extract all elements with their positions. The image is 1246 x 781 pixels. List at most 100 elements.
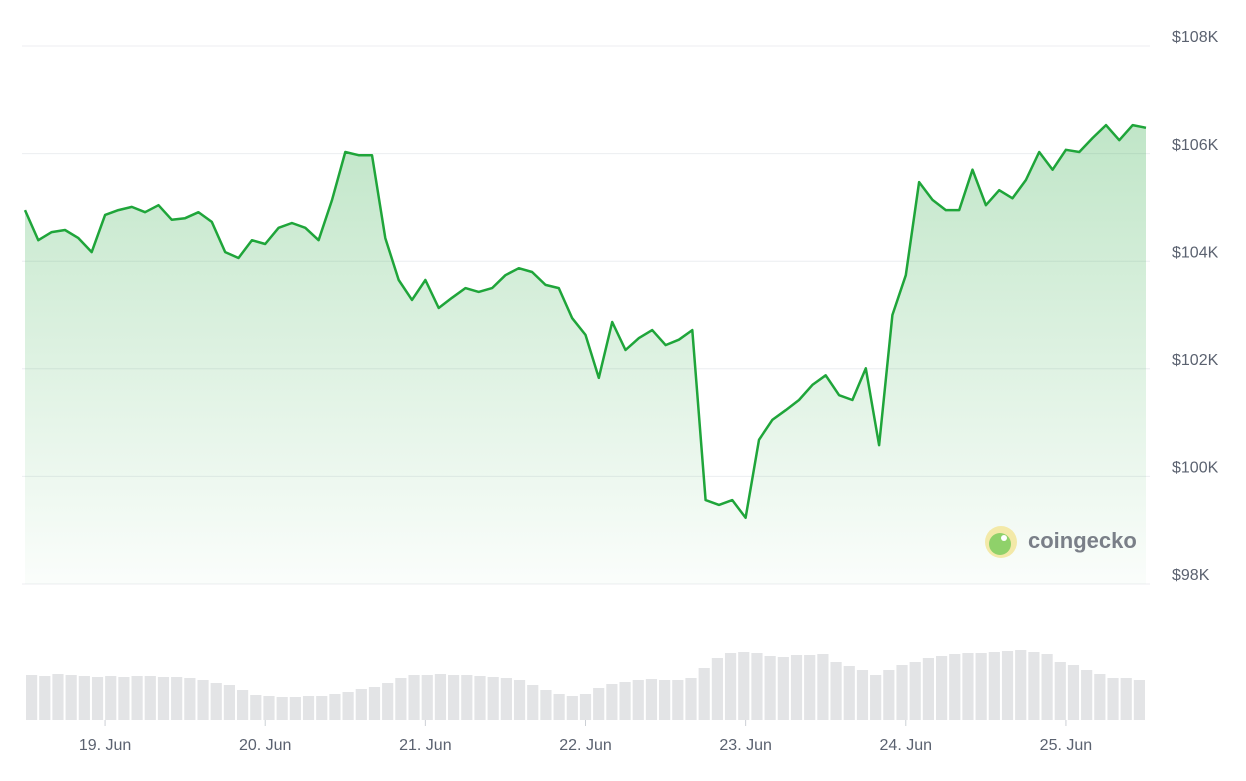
logo-eye <box>1001 535 1007 541</box>
volume-bar <box>184 678 196 720</box>
x-tick-label: 23. Jun <box>719 737 771 754</box>
volume-bar <box>1015 650 1027 720</box>
volume-bar <box>91 677 104 720</box>
y-tick-label: $106K <box>1172 137 1219 154</box>
volume-bar <box>777 657 789 720</box>
volume-bar <box>210 683 222 720</box>
volume-bar <box>1067 665 1080 720</box>
x-tick-label: 22. Jun <box>559 737 611 754</box>
area-fill <box>25 125 1146 584</box>
volume-bar <box>698 668 710 720</box>
volume-bar <box>78 676 90 720</box>
volume-bar <box>118 677 130 720</box>
volume-bar <box>1028 652 1040 720</box>
volume-bar <box>223 685 236 720</box>
volume-bar <box>131 676 143 720</box>
volume-bar <box>856 670 869 720</box>
volume-bar <box>724 653 737 720</box>
volume-bar <box>909 662 921 720</box>
volume-bar <box>1133 680 1145 720</box>
watermark-text: coingecko <box>1028 528 1137 553</box>
volume-bar <box>368 687 381 720</box>
x-tick-label: 21. Jun <box>399 737 451 754</box>
volume-bar <box>1094 674 1106 720</box>
volume-bar <box>579 694 592 720</box>
volume-bar <box>685 678 697 720</box>
volume-bar <box>975 653 987 720</box>
volume-bar <box>935 656 948 720</box>
volume-bar <box>949 654 961 720</box>
volume-bar <box>751 653 763 720</box>
volume-bar <box>764 656 776 720</box>
y-tick-label: $100K <box>1172 460 1219 477</box>
y-tick-label: $108K <box>1172 29 1219 46</box>
volume-bar <box>105 676 117 720</box>
volume-bar <box>487 677 499 720</box>
volume-bar <box>171 677 183 720</box>
volume-bar <box>1081 670 1093 720</box>
x-tick-label: 25. Jun <box>1040 737 1092 754</box>
volume-bar <box>500 678 512 720</box>
volume-bar <box>237 690 249 720</box>
volume-bar <box>408 675 420 720</box>
volume-bar <box>52 674 64 720</box>
volume-bar <box>302 696 315 720</box>
volume-bar <box>988 652 1000 720</box>
price-line <box>23 123 1147 520</box>
volume-bar <box>527 685 539 720</box>
volume-bar <box>632 680 644 720</box>
volume-bar <box>329 694 341 720</box>
volume-bar <box>355 689 367 720</box>
volume-bar <box>738 652 750 720</box>
volume-bar <box>659 680 671 720</box>
volume-bar <box>276 697 288 720</box>
volume-bar <box>461 675 473 720</box>
volume-bar <box>316 696 328 720</box>
volume-bar <box>540 690 552 720</box>
volume-bar <box>157 677 170 720</box>
volume-bar <box>830 662 842 720</box>
volume-bar <box>593 688 605 720</box>
y-tick-label: $104K <box>1172 244 1219 261</box>
volume-bar <box>922 658 934 720</box>
volume-bar <box>804 655 816 720</box>
x-tick-label: 24. Jun <box>880 737 932 754</box>
volume-bar <box>395 678 407 720</box>
volume-bar <box>896 665 908 720</box>
volume-bar <box>39 676 51 720</box>
volume-bar <box>606 684 618 720</box>
y-tick-label: $98K <box>1172 567 1210 584</box>
plot: $98K $100K $102K $104K $106K $108K 19. Jun 20. … <box>22 29 1219 754</box>
volume-bar <box>883 670 895 720</box>
volume-bar <box>289 697 301 720</box>
volume-bar <box>962 653 974 720</box>
volume-bar <box>1041 654 1053 720</box>
volume-bar <box>26 675 38 720</box>
volume-bar <box>382 683 394 720</box>
x-tick-label: 20. Jun <box>239 737 291 754</box>
logo-inner <box>989 533 1011 555</box>
volume-bar <box>790 655 803 720</box>
volume-bar <box>566 696 578 720</box>
volume-bar <box>672 680 684 720</box>
volume-bar <box>1107 678 1119 720</box>
volume-bar <box>1001 651 1014 720</box>
volume-bar <box>513 680 526 720</box>
volume-bar <box>645 679 658 720</box>
volume-bar <box>553 694 565 720</box>
volume-bar <box>474 676 486 720</box>
y-tick-label: $102K <box>1172 352 1219 369</box>
x-tick-label: 19. Jun <box>79 737 131 754</box>
volume-bar <box>263 696 275 720</box>
volume-bar <box>817 654 829 720</box>
volume-bar <box>1054 662 1066 720</box>
volume-bar <box>421 675 433 720</box>
volume-bar <box>250 695 262 720</box>
volume-bar <box>619 682 631 720</box>
volume-bar <box>65 675 77 720</box>
volume-bar <box>870 675 882 720</box>
volume-bar <box>843 666 855 720</box>
volume-bar <box>434 674 447 720</box>
volume-bar <box>342 692 354 720</box>
